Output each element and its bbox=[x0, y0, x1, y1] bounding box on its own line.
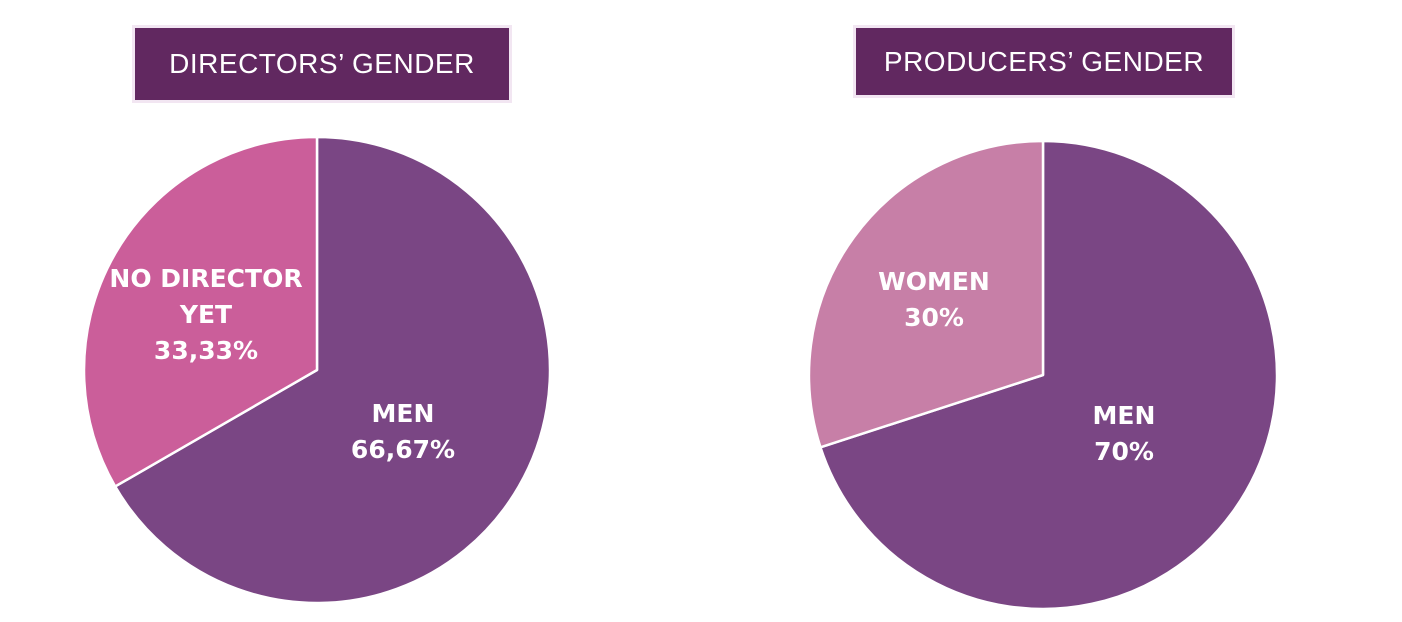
slice-label-line: 33,33% bbox=[154, 336, 258, 365]
slice-label: MEN 66,67% bbox=[351, 399, 455, 464]
slice-label: MEN 70% bbox=[1093, 401, 1156, 466]
pie-slice bbox=[807, 139, 1045, 449]
directors-pie-chart: MEN 66,67% NO DIRECTOR YET 33,33% bbox=[82, 135, 552, 605]
chart-title: PRODUCERS’ GENDER bbox=[853, 25, 1235, 98]
producers-pie-chart: MEN 70% WOMEN 30% bbox=[807, 139, 1279, 611]
directors-gender-panel: DIRECTORS’ GENDER MEN 66,67% NO DIRECTOR YE… bbox=[82, 25, 552, 605]
slice-label-line: WOMEN bbox=[878, 267, 990, 296]
slice-label-line: MEN bbox=[1093, 401, 1156, 430]
slice-label-line: 30% bbox=[904, 303, 964, 332]
pie-slice bbox=[819, 139, 1279, 611]
chart-title: DIRECTORS’ GENDER bbox=[132, 25, 512, 103]
producers-gender-panel: PRODUCERS’ GENDER MEN 70% WOMEN 30% bbox=[701, 0, 1402, 622]
slice-label-line: 66,67% bbox=[351, 435, 455, 464]
slice-label: NO DIRECTOR YET 33,33% bbox=[109, 264, 302, 365]
slice-label-line: YET bbox=[179, 300, 232, 329]
slice-label: WOMEN 30% bbox=[878, 267, 990, 332]
slice-label-line: 70% bbox=[1094, 437, 1154, 466]
pie-slice bbox=[113, 135, 552, 605]
pie-slice bbox=[82, 135, 319, 488]
slice-label-line: MEN bbox=[372, 399, 435, 428]
slice-label-line: NO DIRECTOR bbox=[109, 264, 302, 293]
